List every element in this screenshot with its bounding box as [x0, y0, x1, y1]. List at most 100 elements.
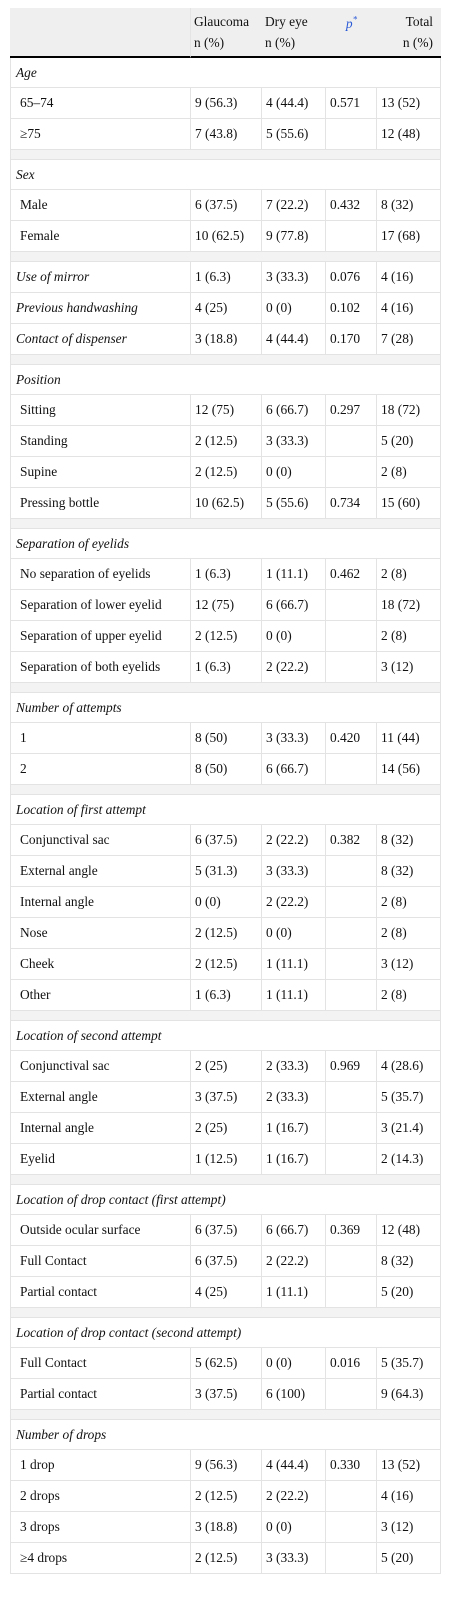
p-value	[326, 856, 377, 887]
header-dry-eye-label: Dry eye	[265, 14, 308, 29]
row-label: No separation of eyelids	[10, 559, 191, 590]
table-row: Supine 2 (12.5) 0 (0) 2 (8)	[10, 457, 441, 488]
dry-eye-value: 6 (66.7)	[262, 590, 326, 621]
dry-eye-value: 2 (22.2)	[262, 887, 326, 918]
total-value: 13 (52)	[377, 1450, 441, 1481]
row-label: Pressing bottle	[10, 488, 191, 519]
total-value: 8 (32)	[377, 1246, 441, 1277]
dry-eye-value: 2 (33.3)	[262, 1051, 326, 1082]
table-row: 3 drops 3 (18.8) 0 (0) 3 (12)	[10, 1512, 441, 1543]
dry-eye-value: 5 (55.6)	[262, 119, 326, 150]
p-value: 0.571	[326, 88, 377, 119]
header-blank	[10, 8, 191, 58]
total-value: 5 (20)	[377, 1543, 441, 1574]
p-value	[326, 652, 377, 683]
dry-eye-value: 3 (33.3)	[262, 262, 326, 293]
section-spacer	[10, 1308, 441, 1318]
p-value	[326, 1379, 377, 1410]
glaucoma-value: 2 (25)	[191, 1051, 262, 1082]
table-row: Separation of upper eyelid 2 (12.5) 0 (0) 2…	[10, 621, 441, 652]
total-value: 12 (48)	[377, 119, 441, 150]
p-value	[326, 980, 377, 1011]
glaucoma-value: 1 (6.3)	[191, 652, 262, 683]
dry-eye-value: 0 (0)	[262, 621, 326, 652]
glaucoma-value: 10 (62.5)	[191, 488, 262, 519]
table-body: Age 65–74 9 (56.3) 4 (44.4) 0.571 13 (52) ≥75 7…	[10, 58, 441, 1574]
spacer-cell	[10, 1011, 441, 1021]
dry-eye-value: 6 (100)	[262, 1379, 326, 1410]
dry-eye-value: 1 (11.1)	[262, 559, 326, 590]
p-value: 0.330	[326, 1450, 377, 1481]
section-header-location-of-drop-contact-first-attempt: Location of drop contact (first attempt)	[10, 1185, 441, 1215]
row-label: Partial contact	[10, 1277, 191, 1308]
section-title: Location of drop contact (second attempt…	[10, 1318, 441, 1348]
p-value	[326, 1246, 377, 1277]
row-label: Male	[10, 190, 191, 221]
header-total-unit: n (%)	[402, 35, 433, 50]
row-label: Sitting	[10, 395, 191, 426]
section-header-separation-of-eyelids: Separation of eyelids	[10, 529, 441, 559]
total-value: 11 (44)	[377, 723, 441, 754]
p-value	[326, 426, 377, 457]
section-spacer	[10, 1410, 441, 1420]
glaucoma-value: 3 (18.8)	[191, 324, 262, 355]
table-row: Sitting 12 (75) 6 (66.7) 0.297 18 (72)	[10, 395, 441, 426]
table-row: Full Contact 6 (37.5) 2 (22.2) 8 (32)	[10, 1246, 441, 1277]
glaucoma-value: 2 (12.5)	[191, 918, 262, 949]
section-header-location-of-first-attempt: Location of first attempt	[10, 795, 441, 825]
row-label: Internal angle	[10, 887, 191, 918]
dry-eye-value: 4 (44.4)	[262, 324, 326, 355]
p-value: 0.102	[326, 293, 377, 324]
section-spacer	[10, 1175, 441, 1185]
total-value: 2 (8)	[377, 621, 441, 652]
glaucoma-value: 3 (37.5)	[191, 1379, 262, 1410]
section-spacer	[10, 519, 441, 529]
header-glaucoma-label: Glaucoma	[194, 14, 250, 29]
dry-eye-value: 6 (66.7)	[262, 395, 326, 426]
spacer-cell	[10, 150, 441, 160]
p-value: 0.969	[326, 1051, 377, 1082]
row-label: Full Contact	[10, 1348, 191, 1379]
table-row: ≥75 7 (43.8) 5 (55.6) 12 (48)	[10, 119, 441, 150]
section-spacer	[10, 1011, 441, 1021]
total-value: 4 (28.6)	[377, 1051, 441, 1082]
total-value: 8 (32)	[377, 825, 441, 856]
p-value	[326, 754, 377, 785]
dry-eye-value: 2 (22.2)	[262, 652, 326, 683]
p-value	[326, 1481, 377, 1512]
table-row: ≥4 drops 2 (12.5) 3 (33.3) 5 (20)	[10, 1543, 441, 1574]
glaucoma-value: 3 (18.8)	[191, 1512, 262, 1543]
p-footnote-link[interactable]: p*	[345, 14, 357, 31]
row-label: External angle	[10, 1082, 191, 1113]
header-dry-eye: Dry eye n (%)	[262, 8, 326, 58]
glaucoma-value: 8 (50)	[191, 723, 262, 754]
p-label: p	[345, 15, 353, 31]
glaucoma-value: 3 (37.5)	[191, 1082, 262, 1113]
row-label: ≥4 drops	[10, 1543, 191, 1574]
total-value: 3 (12)	[377, 652, 441, 683]
table-row: Conjunctival sac 6 (37.5) 2 (22.2) 0.382 8 (…	[10, 825, 441, 856]
dry-eye-value: 3 (33.3)	[262, 723, 326, 754]
p-value	[326, 1512, 377, 1543]
dry-eye-value: 7 (22.2)	[262, 190, 326, 221]
table-row: External angle 3 (37.5) 2 (33.3) 5 (35.7)	[10, 1082, 441, 1113]
total-value: 3 (21.4)	[377, 1113, 441, 1144]
total-value: 14 (56)	[377, 754, 441, 785]
dry-eye-value: 0 (0)	[262, 293, 326, 324]
section-title: Sex	[10, 160, 441, 190]
total-value: 2 (8)	[377, 559, 441, 590]
table-row: Other 1 (6.3) 1 (11.1) 2 (8)	[10, 980, 441, 1011]
dry-eye-value: 0 (0)	[262, 1512, 326, 1543]
dry-eye-value: 1 (11.1)	[262, 980, 326, 1011]
p-value: 0.420	[326, 723, 377, 754]
table-row: Contact of dispenser 3 (18.8) 4 (44.4) 0.17…	[10, 324, 441, 355]
p-value	[326, 949, 377, 980]
section-spacer	[10, 355, 441, 365]
p-value: 0.382	[326, 825, 377, 856]
p-value	[326, 1082, 377, 1113]
glaucoma-value: 2 (25)	[191, 1113, 262, 1144]
row-label: Female	[10, 221, 191, 252]
total-value: 7 (28)	[377, 324, 441, 355]
p-value	[326, 457, 377, 488]
